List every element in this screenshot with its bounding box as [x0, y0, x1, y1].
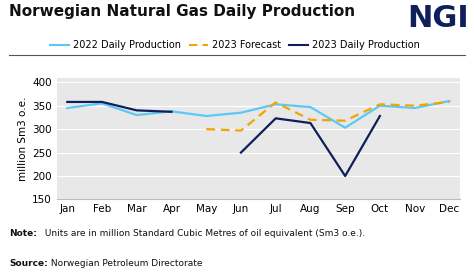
Text: Source:: Source: [9, 259, 48, 268]
Text: Norwegian Natural Gas Daily Production: Norwegian Natural Gas Daily Production [9, 4, 356, 19]
Text: Units are in million Standard Cubic Metres of oil equivalent (Sm3 o.e.).: Units are in million Standard Cubic Metr… [42, 229, 365, 237]
Text: NGI: NGI [408, 4, 469, 33]
Y-axis label: million Sm3 o.e.: million Sm3 o.e. [18, 96, 28, 181]
Text: Norwegian Petroleum Directorate: Norwegian Petroleum Directorate [48, 259, 203, 268]
Legend: 2022 Daily Production, 2023 Forecast, 2023 Daily Production: 2022 Daily Production, 2023 Forecast, 20… [46, 36, 424, 54]
Text: Note:: Note: [9, 229, 37, 237]
